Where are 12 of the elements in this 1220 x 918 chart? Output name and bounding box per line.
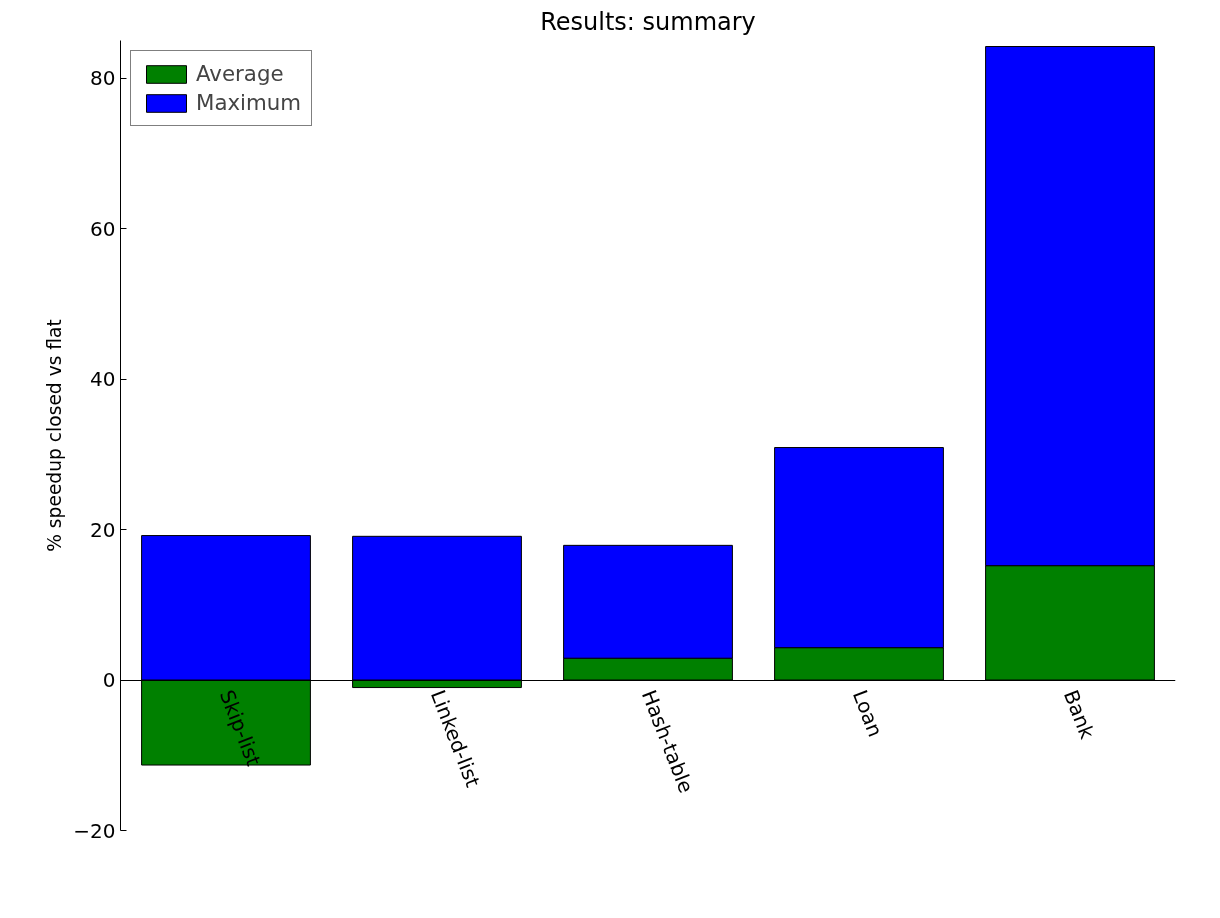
- x-tick-label: Bank: [1058, 686, 1100, 743]
- legend-label: Average: [196, 61, 284, 86]
- y-tick-label: 40: [90, 367, 116, 392]
- y-tick-label: 0: [102, 668, 116, 693]
- y-tick-label: 20: [90, 517, 116, 542]
- y-tick-label: 60: [90, 216, 116, 241]
- y-tick-label: −20: [73, 818, 116, 843]
- legend-label: Maximum: [196, 90, 302, 115]
- x-tick-label: Loan: [847, 686, 888, 741]
- y-axis-title: % speedup closed vs flat: [44, 319, 66, 552]
- chart-title: Results: summary: [540, 7, 756, 36]
- y-tick-label: 80: [90, 66, 116, 91]
